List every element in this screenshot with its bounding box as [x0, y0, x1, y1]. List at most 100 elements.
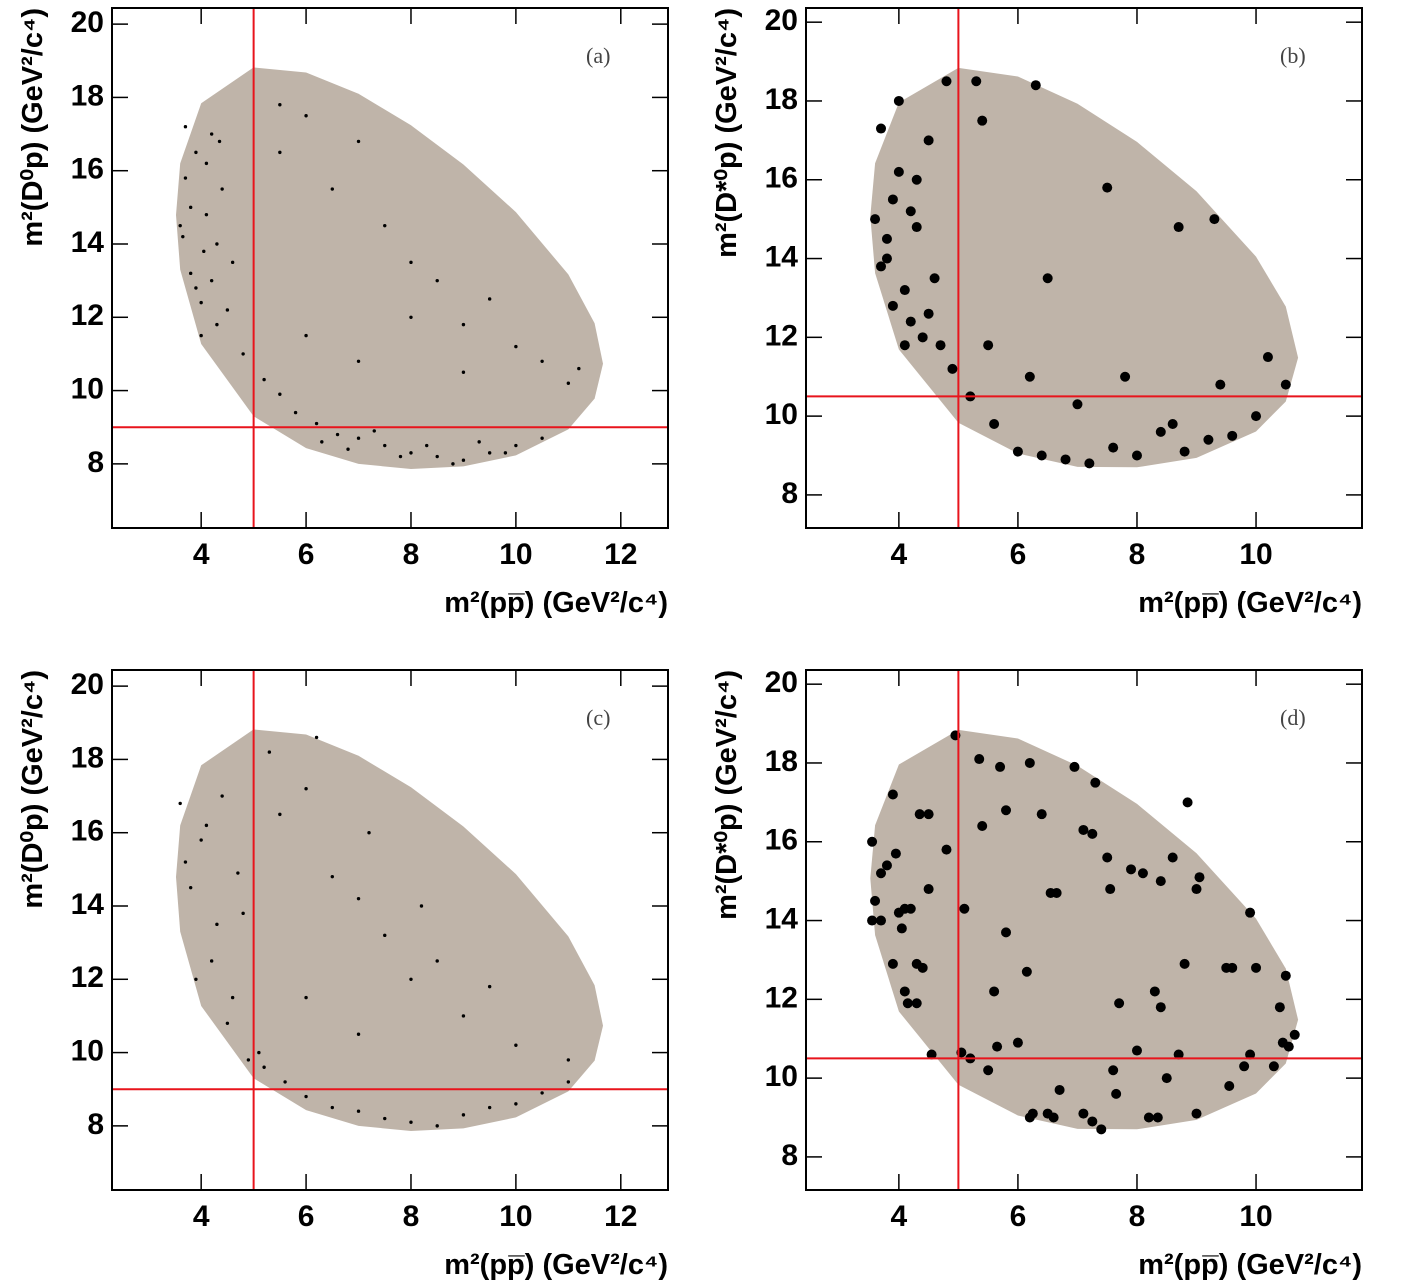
point — [1155, 426, 1166, 437]
point — [1203, 434, 1214, 445]
point — [867, 836, 878, 847]
point — [1283, 1041, 1294, 1052]
y-axis-label: m²(D*⁰p) (GeV²/c⁴) — [711, 670, 743, 920]
y-tick-label: 20 — [71, 668, 104, 701]
point — [905, 206, 916, 217]
point — [477, 440, 481, 444]
point — [1245, 907, 1256, 918]
y-tick-label: 12 — [765, 981, 798, 1014]
point — [1239, 1061, 1250, 1072]
y-tick-label: 10 — [765, 398, 798, 431]
point — [911, 222, 922, 233]
point — [1152, 1112, 1163, 1123]
point — [215, 322, 219, 327]
point — [1001, 805, 1012, 816]
point — [435, 278, 439, 283]
point — [959, 903, 970, 914]
point — [1173, 222, 1184, 233]
point — [1227, 962, 1238, 973]
frame — [805, 7, 1363, 529]
point — [383, 223, 387, 228]
point — [320, 440, 324, 444]
point — [876, 123, 887, 134]
point — [867, 915, 878, 926]
point — [217, 139, 222, 144]
point — [409, 260, 413, 265]
panel-label: (d) — [1280, 705, 1306, 730]
point — [1268, 1061, 1279, 1072]
panel-label: (a) — [586, 43, 610, 68]
point — [1090, 777, 1101, 788]
point — [409, 977, 413, 981]
point — [890, 848, 901, 859]
point — [1024, 757, 1035, 768]
point — [905, 903, 916, 914]
point — [178, 801, 182, 806]
point — [876, 915, 887, 926]
point — [887, 958, 898, 969]
point — [971, 76, 982, 87]
x-axis-label: m²(pp̅) (GeV²/c⁴) — [1138, 587, 1362, 619]
point — [1131, 1045, 1142, 1056]
plot-area — [112, 8, 668, 528]
x-tick-label: 10 — [1239, 1200, 1272, 1233]
point — [941, 844, 952, 855]
y-tick-label: 16 — [765, 162, 798, 195]
y-tick-label: 16 — [71, 153, 104, 186]
y-axis-label: m²(D*⁰p) (GeV²/c⁴) — [711, 8, 743, 258]
point — [220, 187, 224, 191]
point — [923, 884, 934, 895]
point — [989, 419, 1000, 429]
point — [1102, 852, 1113, 863]
point — [989, 986, 1000, 997]
point — [461, 370, 466, 374]
point — [1167, 419, 1178, 429]
point — [330, 1105, 335, 1110]
point — [1084, 458, 1095, 469]
point — [383, 1116, 387, 1121]
point — [1001, 927, 1012, 938]
point — [209, 278, 214, 283]
point — [199, 333, 203, 338]
point — [283, 1080, 287, 1084]
y-tick-label: 8 — [87, 1108, 104, 1141]
point — [899, 340, 910, 351]
x-tick-label: 8 — [403, 1200, 420, 1233]
point — [1069, 761, 1080, 772]
point — [1179, 958, 1190, 969]
point — [1191, 1108, 1202, 1119]
point — [899, 986, 910, 997]
point — [893, 95, 904, 106]
point — [1087, 1116, 1098, 1127]
point — [230, 260, 235, 265]
panel: 4 6 8 10 8 10 12 14 16 18 20 m²(pp̅) (GeV²/c⁴) m²(D*… — [711, 666, 1363, 1281]
point — [246, 1058, 251, 1062]
point — [1155, 1002, 1166, 1013]
y-tick-label: 8 — [781, 1139, 798, 1172]
point — [367, 831, 371, 835]
point — [1102, 182, 1113, 193]
y-tick-label: 14 — [71, 888, 105, 921]
point — [1054, 1084, 1065, 1095]
point — [215, 242, 219, 246]
point — [202, 249, 206, 254]
point — [1194, 872, 1205, 883]
x-tick-label: 6 — [1010, 538, 1027, 571]
point — [304, 995, 308, 1000]
point — [911, 174, 922, 185]
point — [215, 922, 219, 927]
point — [887, 300, 898, 311]
point — [383, 443, 387, 448]
point — [435, 1124, 439, 1128]
point — [1191, 884, 1202, 895]
frame — [111, 669, 669, 1191]
point — [1280, 379, 1291, 390]
point — [194, 977, 198, 981]
point — [941, 76, 952, 87]
point — [461, 1014, 466, 1018]
point — [188, 205, 193, 210]
x-tick-label: 4 — [891, 538, 908, 571]
point — [335, 432, 340, 437]
